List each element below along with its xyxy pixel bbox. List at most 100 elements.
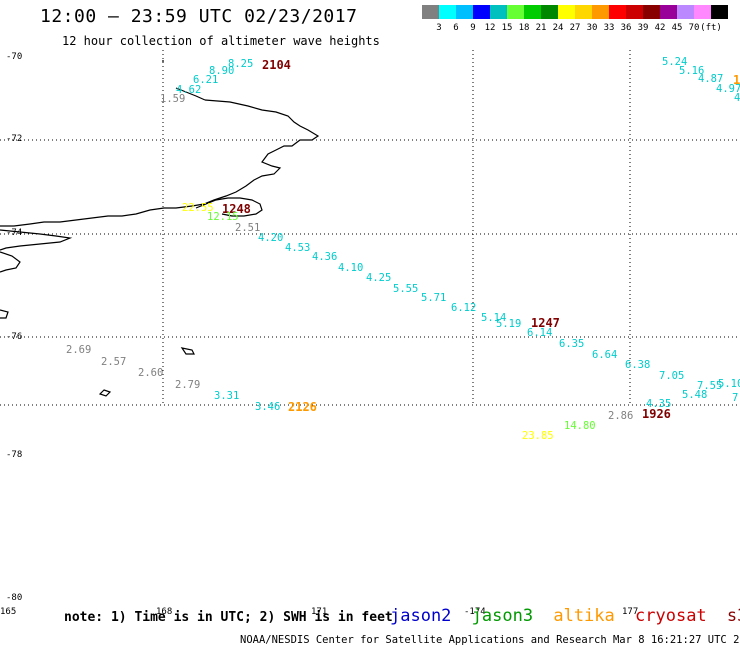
colorbar-label: 42 <box>655 23 666 33</box>
colorbar-swatch <box>473 5 490 19</box>
satellite-jason3: jason3 <box>471 606 534 626</box>
wave-height-label: 6.21 <box>193 74 219 86</box>
wave-height-label: 2.51 <box>235 222 261 234</box>
colorbar-label: 39 <box>638 23 649 33</box>
wave-height-label: 12.15 <box>207 211 239 223</box>
map-title: 12:00 – 23:59 UTC 02/23/2017 <box>40 6 358 27</box>
wave-height-label: 6.14 <box>527 327 553 339</box>
wave-height-label: 2.57 <box>101 356 127 368</box>
colorbar-swatch <box>524 5 541 19</box>
colorbar-swatch <box>490 5 507 19</box>
wave-height-label: 7.55 <box>697 380 723 392</box>
colorbar-label: 70 <box>689 23 700 33</box>
wave-height-label: 1 <box>733 73 740 87</box>
footer-note: note: 1) Time is in UTC; 2) SWH is in fe… <box>64 610 393 625</box>
colorbar-label: 45 <box>672 23 683 33</box>
colorbar-swatch <box>643 5 660 19</box>
wave-height-label: 1247 <box>531 316 560 330</box>
graticule <box>0 50 740 406</box>
colorbar-swatch <box>626 5 643 19</box>
wave-height-label: 4.10 <box>338 262 364 274</box>
colorbar-swatch <box>558 5 575 19</box>
satellite-legend: jason2 jason3 altika cryosat s3a <box>390 606 740 626</box>
wave-height-label: 4.36 <box>312 251 338 263</box>
lon-label: -174 <box>464 607 486 617</box>
wave-height-label: 22.55 <box>182 202 214 214</box>
wave-height-label: 4.20 <box>258 232 284 244</box>
colorbar-swatch <box>507 5 524 19</box>
colorbar-label: 21 <box>536 23 547 33</box>
wave-height-label: 6.12 <box>451 302 477 314</box>
wave-height-label: 5.16 <box>679 65 705 77</box>
wave-height-label: 5.48 <box>682 389 708 401</box>
lon-label: 168 <box>156 607 173 617</box>
wave-height-label: 5.24 <box>662 56 688 68</box>
colorbar-label: 3 <box>436 23 441 33</box>
wave-height-label: 4.62 <box>176 84 202 96</box>
lon-label: 177 <box>622 607 639 617</box>
wave-height-label: 3.46 <box>255 401 281 413</box>
wave-height-label: 5.10 <box>718 378 740 390</box>
satellite-s3a: s3a <box>726 606 740 626</box>
colorbar-swatch <box>575 5 592 19</box>
wave-height-label: 8.90 <box>209 65 235 77</box>
wave-height-label: 6.38 <box>625 359 651 371</box>
colorbar-legend: 3 6 9 12 15 18 21 24 27 30 33 36 39 42 45 70 (ft) <box>422 5 728 33</box>
wave-height-label: 23.85 <box>522 430 554 442</box>
colorbar-swatch <box>439 5 456 19</box>
wave-height-label: 4.97 <box>716 83 740 95</box>
colorbar-label: 30 <box>587 23 598 33</box>
wave-height-label: 4.35 <box>646 398 672 410</box>
wave-height-label: 3.31 <box>214 390 240 402</box>
colorbar-swatch <box>592 5 609 19</box>
lat-label: -70 <box>6 52 23 62</box>
wave-height-label: 1926 <box>642 407 671 421</box>
colorbar-label: 18 <box>519 23 530 33</box>
colorbar-swatch <box>456 5 473 19</box>
wave-height-label: 6.64 <box>592 349 618 361</box>
wave-height-label: 2.60 <box>138 367 164 379</box>
satellite-altika: altika <box>553 606 615 626</box>
footer-credit: NOAA/NESDIS Center for Satellite Applica… <box>240 634 740 646</box>
wave-height-label: 7.05 <box>659 370 685 382</box>
wave-height-label: 1.59 <box>160 93 186 105</box>
lat-label: -80 <box>6 593 23 603</box>
colorbar-swatch <box>660 5 677 19</box>
lon-label: 171 <box>311 607 328 617</box>
colorbar-label: 9 <box>470 23 475 33</box>
wave-height-label: 8.25 <box>228 58 254 70</box>
wave-height-label: 4.25 <box>366 272 392 284</box>
wave-height-label: 5.55 <box>393 283 419 295</box>
colorbar-label: (ft) <box>700 23 722 33</box>
wave-height-label: 5.14 <box>481 312 507 324</box>
colorbar-swatch <box>694 5 711 19</box>
map-subtitle: 12 hour collection of altimeter wave hei… <box>62 34 380 48</box>
lat-label: -76 <box>6 332 23 342</box>
wave-height-label: 6.35 <box>559 338 585 350</box>
wave-height-label: 4.87 <box>698 73 724 85</box>
wave-height-label: 5.71 <box>421 292 447 304</box>
wave-height-label: 2.86 <box>608 410 634 422</box>
lat-label: -74 <box>6 228 23 238</box>
wave-height-label: 5.19 <box>496 318 522 330</box>
lon-label: 165 <box>0 607 17 617</box>
coastline <box>0 60 320 397</box>
colorbar-swatch <box>609 5 626 19</box>
colorbar-label: 12 <box>485 23 496 33</box>
wave-height-label: 4 <box>734 92 740 104</box>
wave-height-label: 2126 <box>288 400 317 414</box>
colorbar-swatch <box>541 5 558 19</box>
wave-height-label: 2104 <box>262 58 291 72</box>
wave-height-label: 2.79 <box>175 379 201 391</box>
wave-height-label: 1248 <box>222 202 251 216</box>
colorbar-label: 6 <box>453 23 458 33</box>
colorbar-swatch <box>711 5 728 19</box>
colorbar-label: 36 <box>621 23 632 33</box>
colorbar-label: 27 <box>570 23 581 33</box>
wave-height-label: 14.80 <box>564 420 596 432</box>
wave-height-label: 4.53 <box>285 242 311 254</box>
wave-height-label: 2.69 <box>66 344 92 356</box>
satellite-cryosat: cryosat <box>635 606 707 626</box>
